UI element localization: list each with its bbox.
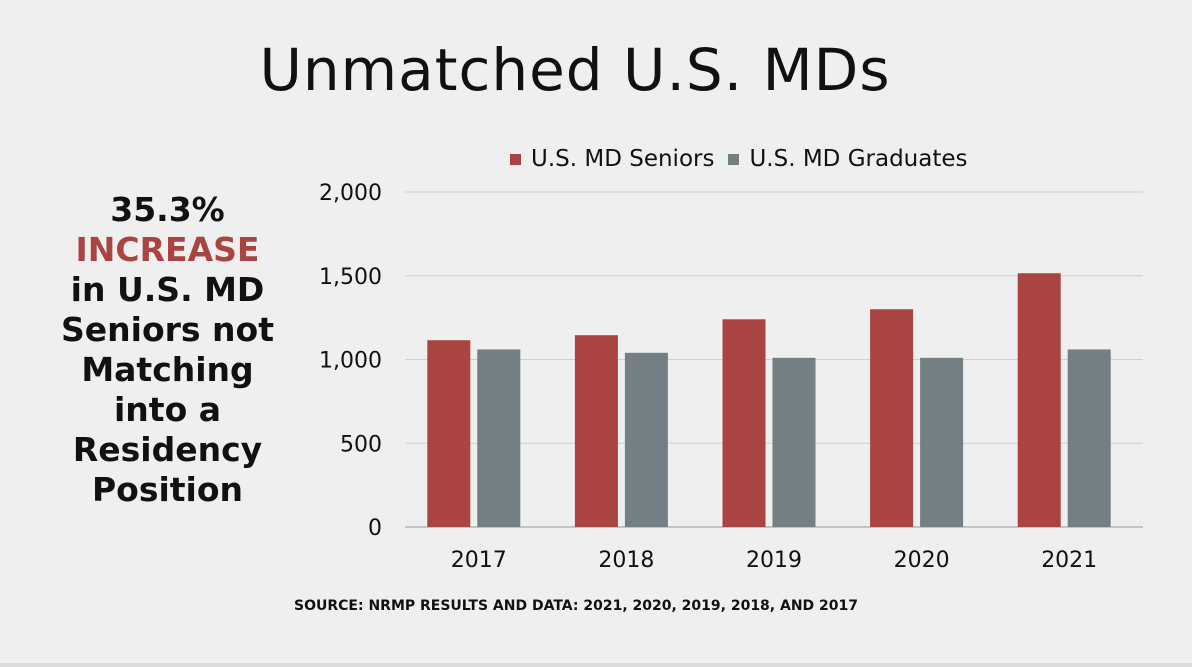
legend-swatch-graduates	[728, 153, 740, 165]
x-tick-label: 2018	[598, 548, 654, 573]
callout-line: in U.S. MD	[70, 270, 265, 309]
chart-title: Unmatched U.S. MDs	[259, 36, 891, 104]
y-tick-label: 1,500	[319, 265, 382, 290]
legend-label-seniors: U.S. MD Seniors	[531, 146, 715, 172]
legend-item-graduates: U.S. MD Graduates	[728, 146, 968, 172]
x-tick-label: 2017	[451, 548, 507, 573]
bar-seniors	[1017, 273, 1061, 527]
callout-line: Matching	[81, 350, 254, 389]
callout-increase-word: INCREASE	[75, 230, 260, 269]
callout-line: Seniors not	[61, 310, 274, 349]
bar-seniors	[722, 319, 766, 527]
bar-seniors	[870, 309, 914, 527]
bar-graduates	[624, 352, 668, 527]
y-tick-label: 2,000	[319, 181, 382, 206]
x-tick-label: 2021	[1041, 548, 1097, 573]
chart-legend: U.S. MD Seniors U.S. MD Graduates	[510, 146, 968, 172]
y-tick-label: 500	[340, 432, 382, 457]
source-note: SOURCE: NRMP RESULTS AND DATA: 2021, 202…	[294, 598, 858, 614]
bar-graduates	[477, 349, 521, 527]
bar-seniors	[427, 340, 471, 527]
bottom-edge	[0, 663, 1192, 667]
x-tick-label: 2019	[746, 548, 802, 573]
bar-seniors	[574, 335, 618, 527]
callout-line: into a	[113, 390, 221, 429]
callout-line: Position	[91, 470, 244, 509]
bar-graduates	[920, 357, 964, 527]
y-tick-label: 0	[368, 516, 382, 541]
bar-graduates	[1067, 349, 1111, 527]
x-tick-label: 2020	[894, 548, 950, 573]
callout-line: Residency	[72, 430, 263, 469]
y-tick-label: 1,000	[319, 349, 382, 374]
legend-swatch-seniors	[510, 153, 521, 165]
increase-callout: 35.3% INCREASE in U.S. MD Seniors not Ma…	[55, 190, 280, 510]
bar-graduates	[772, 357, 816, 527]
callout-percent: 35.3%	[110, 190, 225, 229]
legend-item-seniors: U.S. MD Seniors	[510, 146, 714, 172]
legend-label-graduates: U.S. MD Graduates	[749, 146, 968, 172]
